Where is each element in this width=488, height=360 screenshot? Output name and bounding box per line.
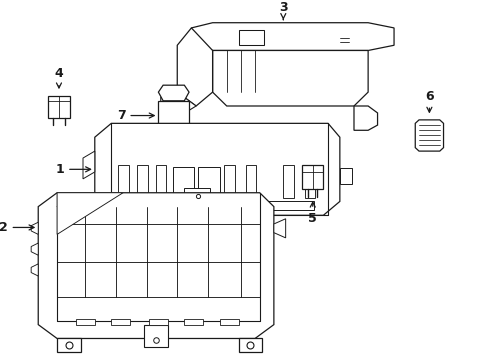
Polygon shape bbox=[76, 319, 95, 325]
Polygon shape bbox=[184, 319, 203, 325]
Polygon shape bbox=[111, 319, 130, 325]
Bar bbox=[184, 188, 210, 205]
Polygon shape bbox=[95, 123, 339, 215]
Bar bbox=[304, 165, 314, 198]
Polygon shape bbox=[144, 325, 167, 347]
Text: 6: 6 bbox=[424, 90, 433, 112]
Bar bbox=[137, 165, 147, 198]
Text: 3: 3 bbox=[279, 1, 287, 20]
Polygon shape bbox=[158, 85, 189, 101]
Text: 2: 2 bbox=[0, 221, 34, 234]
Polygon shape bbox=[219, 319, 238, 325]
Polygon shape bbox=[38, 193, 273, 338]
Bar bbox=[302, 165, 323, 189]
Bar bbox=[47, 96, 70, 118]
Polygon shape bbox=[212, 50, 367, 106]
Polygon shape bbox=[177, 28, 212, 106]
Polygon shape bbox=[31, 264, 38, 276]
Bar bbox=[118, 165, 128, 198]
Polygon shape bbox=[191, 23, 393, 50]
Text: 1: 1 bbox=[55, 163, 90, 176]
Bar bbox=[224, 165, 234, 198]
Bar bbox=[238, 30, 264, 45]
Polygon shape bbox=[123, 202, 313, 210]
Polygon shape bbox=[158, 101, 189, 130]
Polygon shape bbox=[57, 193, 123, 234]
Polygon shape bbox=[83, 151, 95, 179]
Bar bbox=[245, 165, 255, 198]
Polygon shape bbox=[238, 338, 262, 352]
Polygon shape bbox=[414, 120, 443, 151]
Bar bbox=[172, 167, 193, 198]
Polygon shape bbox=[149, 319, 167, 325]
Bar bbox=[283, 165, 293, 198]
Bar bbox=[339, 168, 351, 184]
Polygon shape bbox=[273, 219, 285, 238]
Bar bbox=[156, 165, 166, 198]
Text: 4: 4 bbox=[55, 67, 63, 88]
Text: 7: 7 bbox=[117, 109, 154, 122]
Polygon shape bbox=[57, 338, 81, 352]
Polygon shape bbox=[31, 222, 38, 234]
Polygon shape bbox=[31, 243, 38, 255]
Polygon shape bbox=[161, 92, 196, 123]
Text: 5: 5 bbox=[308, 202, 317, 225]
Bar bbox=[198, 167, 219, 198]
Polygon shape bbox=[353, 106, 377, 130]
